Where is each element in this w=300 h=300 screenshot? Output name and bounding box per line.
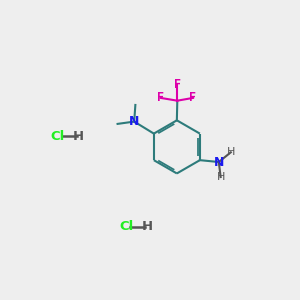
Text: N: N xyxy=(129,115,140,128)
Text: H: H xyxy=(73,130,84,143)
Text: H: H xyxy=(226,147,235,157)
Text: N: N xyxy=(214,155,224,169)
Text: F: F xyxy=(157,92,164,104)
Text: Cl: Cl xyxy=(51,130,65,143)
Text: Cl: Cl xyxy=(119,220,133,233)
Text: H: H xyxy=(141,220,152,233)
Text: F: F xyxy=(190,92,196,104)
Text: H: H xyxy=(217,172,225,182)
Text: F: F xyxy=(174,79,181,92)
